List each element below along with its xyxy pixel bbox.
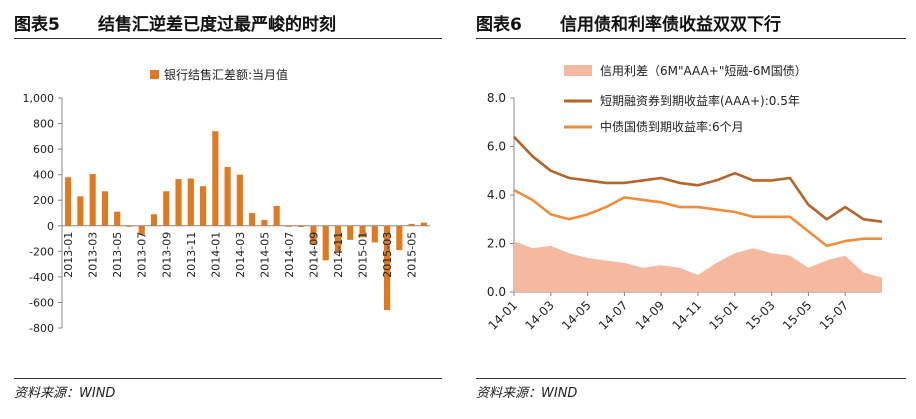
figure-6-line-chart: 8.0 6.0 4.0 2.0 0.014-01 14-03 14-05 14-07 14-09… [486,64,883,333]
figure-5-top-rule [14,38,442,39]
x-tick-label-2014-07: 2014-07 [283,232,296,278]
legend-label-credit-spread: 信用利差（6M"AAA+"短融-6M国债） [600,64,807,78]
y-tick-label: -600 [29,296,54,309]
y-tick-label: 0 [47,220,54,233]
x-tick-label-2013-07: 2013-07 [136,232,149,278]
figure-5-panel: 图表5 结售汇逆差已度过最严峻的时刻 银行结售汇差额:当月值 1,000 800 60… [0,0,448,419]
bar-2014-04 [249,213,256,226]
bar-2013-10 [175,179,182,226]
bar-2014-03 [236,174,243,226]
bar-2014-05 [261,220,268,226]
x-tick-label-14-07: 14-07 [596,298,631,333]
x-tick-label-15-05: 15-05 [780,298,815,333]
bar-2014-09 [310,225,317,245]
figure-6-header: 图表6 信用债和利率债收益双双下行 [476,10,916,40]
series-line-short-term-bond-yield [513,135,883,223]
figure-5-source: 资料来源：WIND [14,386,116,401]
x-tick-label-2014-11: 2014-11 [332,232,345,278]
figure-6-top-rule [476,38,906,39]
x-tick-label-2013-09: 2013-09 [160,232,173,278]
bar-2013-01 [65,177,72,226]
bar-2014-02 [224,167,231,226]
x-tick-label-14-05: 14-05 [559,298,594,333]
legend-label-gov-bond: 中债国债到期收益率:6个月 [600,119,744,134]
x-tick-label-2013-05: 2013-05 [111,232,124,278]
figure-5-number: 图表5 [14,15,60,35]
bar-2014-12 [347,225,354,240]
bar-2013-05 [114,211,121,226]
y-tick-label: 400 [33,169,54,182]
bar-2014-11 [334,225,342,252]
x-tick-label-2014-01: 2014-01 [209,232,222,278]
x-tick-label-2013-01: 2013-01 [62,232,75,278]
y-tick-label: 1,000 [23,92,55,105]
series-line-gov-bond-yield-6m [513,188,882,248]
bar-2013-04 [101,191,108,226]
bar-2013-08 [150,214,158,226]
figure-6-bottom-rule [476,378,906,379]
x-tick-label-14-03: 14-03 [522,298,557,333]
y-tick-label: 0.0 [487,285,506,299]
figure-5-bar-chart: 银行结售汇差额:当月值 1,000 800 600 400 200 0 -200 -400 -60… [23,67,430,335]
y-tick-label: 6.0 [487,140,506,154]
x-tick-label-14-11: 14-11 [670,298,705,333]
bar-2015-02 [371,225,378,243]
x-tick-label-15-07: 15-07 [817,298,852,333]
bar-2015-06 [420,222,427,226]
figure-6-panel: 图表6 信用债和利率债收益双双下行 8.0 6.0 4.0 2.0 0.0 14-01 14… [462,0,916,419]
bar-2014-06 [273,205,280,226]
bar-2015-04 [396,225,403,251]
bar-2013-11 [187,178,194,226]
bar-2015-05 [408,223,415,226]
x-tick-label-2014-03: 2014-03 [234,232,247,278]
y-tick-label: 4.0 [487,188,506,202]
bar-2014-01 [212,131,219,226]
bar-2015-03 [384,225,391,311]
figure-6-number: 图表6 [476,15,522,35]
x-tick-label-2015-01: 2015-01 [357,232,370,278]
y-tick-label: -800 [29,322,54,335]
figure-5-header: 图表5 结售汇逆差已度过最严峻的时刻 [14,10,448,40]
bar-2013-06 [126,225,133,227]
bar-2013-09 [163,191,170,226]
bar-2013-03 [89,174,96,226]
bar-2014-08 [298,225,305,228]
figure-5-bottom-rule [14,378,442,379]
bar-2015-01 [359,225,366,238]
bar-2014-10 [322,225,329,261]
series-area-credit-spread [514,241,882,292]
figure-6-title: 信用债和利率债收益双双下行 [560,15,781,35]
bar-2013-02 [77,196,84,226]
x-tick-label-2014-05: 2014-05 [258,232,271,278]
y-tick-label: -200 [29,245,54,258]
x-tick-label-2015-05: 2015-05 [406,232,419,278]
legend-swatch-credit-spread [564,65,592,76]
bar-2013-12 [200,186,207,226]
figure-5-title: 结售汇逆差已度过最严峻的时刻 [98,15,336,35]
x-tick-label-14-09: 14-09 [633,298,668,333]
y-tick-label: 2.0 [487,237,506,251]
figure-6-source: 资料来源：WIND [476,386,578,401]
x-tick-label-2013-11: 2013-11 [185,232,198,278]
y-tick-label: 800 [33,118,54,131]
y-tick-label: -400 [29,271,54,284]
bar-2013-07 [138,225,145,235]
y-tick-label: 600 [33,143,54,156]
x-tick-label-2015-03: 2015-03 [381,232,394,278]
y-tick-label: 200 [33,194,54,207]
legend-label-short-term-bond: 短期融资券到期收益率(AAA+):0.5年 [600,93,800,108]
legend-label-fx-balance: 银行结售汇差额:当月值 [164,67,288,82]
legend-swatch-fx-balance [150,70,159,79]
x-tick-label-14-01: 14-01 [486,298,521,333]
x-tick-label-2014-09: 2014-09 [307,232,320,278]
bar-2014-07 [285,225,292,227]
x-tick-label-15-01: 15-01 [706,298,741,333]
x-tick-label-15-03: 15-03 [743,298,778,333]
y-tick-label: 8.0 [487,91,506,105]
x-tick-label-2013-03: 2013-03 [87,232,100,278]
